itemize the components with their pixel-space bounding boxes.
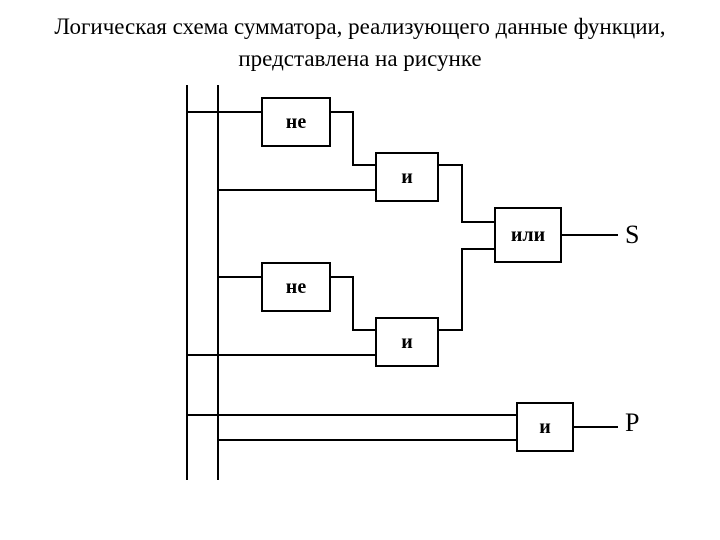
gate-label: и — [401, 331, 413, 354]
output-label-s: S — [625, 220, 639, 250]
gate-and-2: и — [375, 317, 439, 367]
output-label-p: P — [625, 408, 639, 438]
diagram-canvas: Логическая схема сумматора, реализующего… — [0, 0, 720, 540]
wiring-svg — [0, 0, 720, 540]
gate-label: не — [286, 111, 306, 134]
gate-not-1: не — [261, 97, 331, 147]
gate-and-1: и — [375, 152, 439, 202]
gate-not-2: не — [261, 262, 331, 312]
gate-or-1: или — [494, 207, 562, 263]
gate-label: и — [539, 416, 551, 439]
gate-and-3: и — [516, 402, 574, 452]
gate-label: не — [286, 276, 306, 299]
gate-label: и — [401, 166, 413, 189]
gate-label: или — [511, 224, 545, 247]
